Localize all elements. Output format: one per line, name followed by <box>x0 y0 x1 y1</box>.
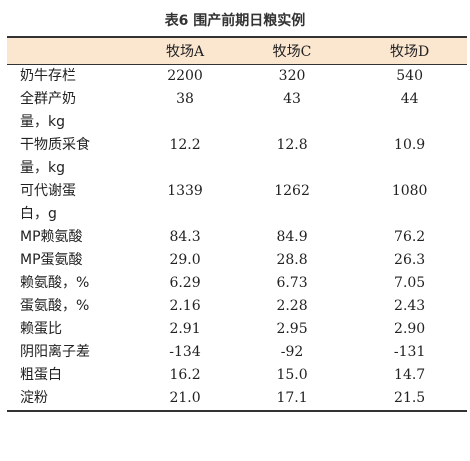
cell-farm-c: 1262 <box>274 183 310 199</box>
cell-farm-a: 21.0 <box>138 387 232 412</box>
header-farm-d: 牧场D <box>352 36 467 65</box>
cell-farm-a: 29.0 <box>169 252 201 268</box>
cell-farm-d: 2.90 <box>394 321 426 337</box>
row-label: 粗蛋白 <box>20 367 62 383</box>
row-label: 奶牛存栏 <box>20 68 76 84</box>
row-label: 淀粉 <box>7 387 139 412</box>
cell-farm-c: 84.9 <box>276 229 308 245</box>
header-farm-a: 牧场A <box>138 36 232 65</box>
cell-farm-a: 16.2 <box>169 367 201 383</box>
cell-farm-c: 2.28 <box>276 298 308 314</box>
table-row: 赖氨酸，% 6.29 6.73 7.05 <box>7 272 467 295</box>
cell-farm-d: 540 <box>396 68 423 84</box>
cell-farm-a: 6.29 <box>169 275 201 291</box>
header-row: 牧场A 牧场C 牧场D <box>7 36 467 65</box>
cell-farm-d: 21.5 <box>352 387 467 412</box>
cell-farm-d: 10.9 <box>394 137 426 153</box>
cell-farm-d: -131 <box>393 344 426 360</box>
table-row: 可代谢蛋 白，g 1339 1262 1080 <box>7 180 467 226</box>
cell-farm-c: -92 <box>280 344 304 360</box>
cell-farm-d: 7.05 <box>394 275 426 291</box>
cell-farm-d: 26.3 <box>394 252 426 268</box>
cell-farm-a: 2.16 <box>169 298 201 314</box>
cell-farm-a: 12.2 <box>169 137 201 153</box>
header-label-cell <box>7 36 139 65</box>
table-title: 表6 围产前期日粮实例 <box>164 13 306 29</box>
cell-farm-c: 320 <box>278 68 306 84</box>
table-row: 全群产奶 量，kg 38 43 44 <box>7 88 467 134</box>
cell-farm-a: 38 <box>176 91 194 107</box>
table-row: 淀粉 21.0 17.1 21.5 <box>7 387 467 412</box>
row-label: 赖蛋比 <box>20 321 62 337</box>
cell-farm-d: 1080 <box>391 183 428 199</box>
row-label: 赖氨酸，% <box>20 275 90 291</box>
cell-farm-a: 2.91 <box>169 321 201 337</box>
cell-farm-c: 17.1 <box>231 387 353 412</box>
cell-farm-c: 15.0 <box>276 367 308 383</box>
header-farm-c: 牧场C <box>231 36 353 65</box>
table-row: 奶牛存栏 2200 320 540 <box>7 65 467 89</box>
row-label: MP赖氨酸 <box>20 229 83 245</box>
cell-farm-d: 2.43 <box>394 298 426 314</box>
cell-farm-a: 2200 <box>167 68 203 84</box>
table-row: 阴阳离子差 -134 -92 -131 <box>7 341 467 364</box>
cell-farm-a: -134 <box>169 344 201 360</box>
cell-farm-c: 2.95 <box>276 321 308 337</box>
row-label: 阴阳离子差 <box>20 344 90 360</box>
table-row: 干物质采食 量，kg 12.2 12.8 10.9 <box>7 134 467 180</box>
table-row: 赖蛋比 2.91 2.95 2.90 <box>7 318 467 341</box>
cell-farm-c: 28.8 <box>276 252 308 268</box>
ration-table: 牧场A 牧场C 牧场D 奶牛存栏 2200 320 540 全群产奶 量，kg 3… <box>7 36 467 412</box>
cell-farm-c: 12.8 <box>276 137 308 153</box>
cell-farm-d: 76.2 <box>394 229 426 245</box>
table-row: MP赖氨酸 84.3 84.9 76.2 <box>7 226 467 249</box>
cell-farm-d: 44 <box>400 91 419 107</box>
cell-farm-c: 6.73 <box>276 275 308 291</box>
cell-farm-a: 1339 <box>167 183 203 199</box>
row-label: 全群产奶 量，kg <box>20 91 76 130</box>
table-row: MP蛋氨酸 29.0 28.8 26.3 <box>7 249 467 272</box>
row-label: MP蛋氨酸 <box>20 252 83 268</box>
cell-farm-a: 84.3 <box>169 229 201 245</box>
row-label: 可代谢蛋 白，g <box>20 183 76 222</box>
row-label: 干物质采食 量，kg <box>20 137 90 176</box>
cell-farm-d: 14.7 <box>394 367 426 383</box>
cell-farm-c: 43 <box>283 91 301 107</box>
row-label: 蛋氨酸，% <box>20 298 90 314</box>
table-row: 粗蛋白 16.2 15.0 14.7 <box>7 364 467 387</box>
table-row: 蛋氨酸，% 2.16 2.28 2.43 <box>7 295 467 318</box>
